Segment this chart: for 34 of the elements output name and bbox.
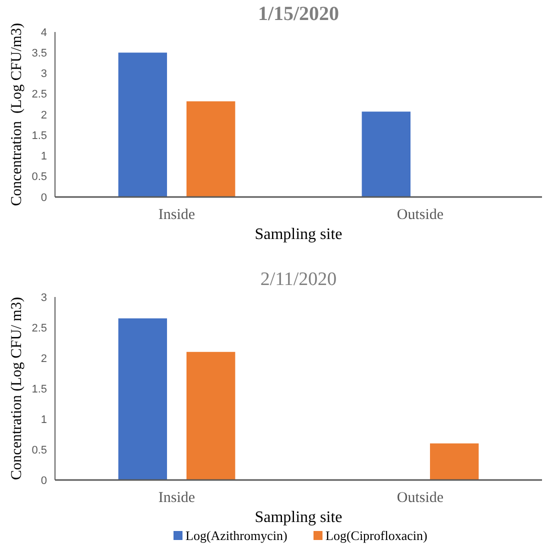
x-axis-title: Sampling site bbox=[254, 226, 342, 243]
bar bbox=[118, 52, 168, 197]
y-tick-label: 1 bbox=[40, 150, 47, 163]
bar bbox=[118, 318, 168, 480]
x-tick-label: Outside bbox=[396, 490, 444, 506]
y-tick-label: 3 bbox=[40, 292, 47, 304]
legend-label: Log(Ciprofloxacin) bbox=[326, 528, 428, 543]
y-tick-label: 1.5 bbox=[32, 130, 47, 142]
x-tick-label: Inside bbox=[158, 490, 196, 506]
chart-title: 2/11/2020 bbox=[260, 269, 337, 290]
bar bbox=[186, 352, 236, 480]
bar bbox=[186, 101, 236, 197]
x-tick-label: Outside bbox=[396, 207, 444, 223]
y-tick-label: 3 bbox=[40, 68, 47, 80]
y-tick-label: 2 bbox=[40, 352, 47, 365]
y-tick-label: 0 bbox=[40, 192, 47, 204]
y-tick-label: 4 bbox=[40, 26, 47, 39]
y-axis-title: Concentration (Log CFU/m3) bbox=[9, 23, 25, 206]
x-tick-label: Inside bbox=[158, 207, 196, 223]
bar bbox=[362, 112, 411, 197]
y-tick-label: 0.5 bbox=[32, 444, 47, 456]
x-axis-title: Sampling site bbox=[254, 509, 342, 526]
y-axis-title: Concentration (Log CFU/ m3) bbox=[9, 297, 25, 480]
y-tick-label: 1.5 bbox=[32, 383, 47, 396]
y-tick-label: 2.5 bbox=[32, 322, 47, 334]
y-tick-label: 3.5 bbox=[32, 47, 47, 60]
y-tick-label: 1 bbox=[40, 414, 47, 426]
y-tick-label: 0.5 bbox=[32, 171, 47, 184]
legend-label: Log(Azithromycin) bbox=[186, 528, 288, 543]
bar bbox=[430, 443, 479, 480]
y-tick-label: 2 bbox=[40, 109, 47, 122]
chart-title: 1/15/2020 bbox=[258, 3, 340, 25]
y-tick-label: 0 bbox=[40, 474, 47, 487]
y-tick-label: 2.5 bbox=[32, 88, 47, 101]
